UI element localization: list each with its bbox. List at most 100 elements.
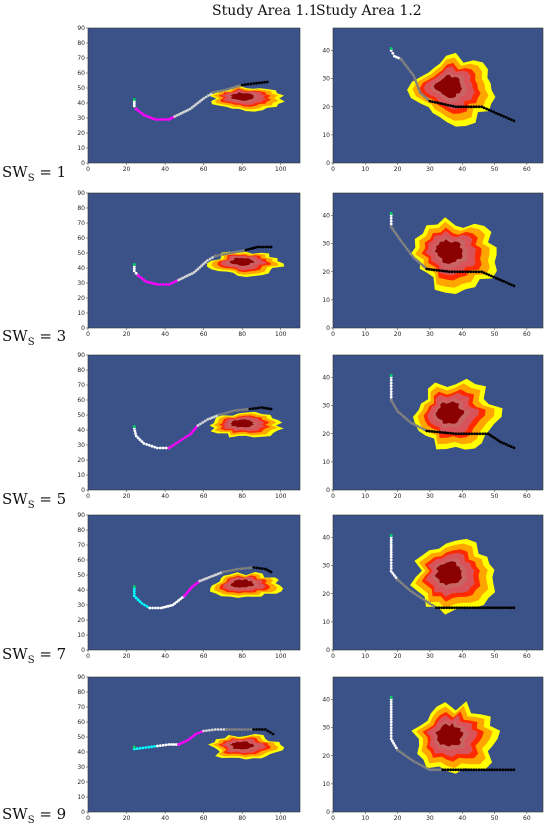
path-point xyxy=(417,595,421,598)
path-point xyxy=(477,105,481,109)
path-point xyxy=(170,282,173,285)
path-point xyxy=(205,576,209,580)
path-point xyxy=(244,566,248,570)
path-point xyxy=(209,92,213,96)
path-point xyxy=(446,103,450,107)
path-point xyxy=(486,432,490,436)
path-point xyxy=(242,567,245,570)
path-point xyxy=(389,225,393,229)
path-point xyxy=(238,408,242,412)
plot-frame xyxy=(87,676,301,813)
path-point xyxy=(159,118,163,121)
path-point xyxy=(477,768,481,772)
path-point xyxy=(233,409,236,412)
path-point xyxy=(389,561,393,565)
path-point xyxy=(164,743,168,747)
path-point xyxy=(190,585,194,589)
path-point xyxy=(251,407,255,410)
row-label-sws-7: SWS = 7 xyxy=(2,645,67,666)
path-point xyxy=(222,88,226,92)
path-point xyxy=(413,76,417,80)
y-tick-label: 0 xyxy=(326,160,330,167)
y-tick-label: 50 xyxy=(77,572,85,579)
path-point xyxy=(466,606,469,610)
path-point xyxy=(409,421,412,424)
path-point xyxy=(398,411,401,415)
y-tick-label: 10 xyxy=(77,310,85,317)
path-point xyxy=(266,729,270,733)
path-point xyxy=(419,262,423,266)
path-point xyxy=(430,430,434,433)
path-point xyxy=(454,105,458,109)
path-point xyxy=(190,735,194,739)
path-point xyxy=(218,253,222,257)
path-point xyxy=(249,82,253,86)
y-tick-label: 40 xyxy=(77,749,85,756)
path-point xyxy=(482,271,486,275)
path-point xyxy=(258,566,261,570)
path-point xyxy=(433,430,436,434)
x-tick-label: 20 xyxy=(394,815,402,822)
path-point xyxy=(512,446,516,450)
x-tick-label: 60 xyxy=(200,815,208,822)
path-point xyxy=(200,578,204,582)
path-point xyxy=(396,748,399,752)
plot-frame xyxy=(332,192,544,329)
path-point xyxy=(164,118,168,121)
path-point xyxy=(494,111,498,115)
x-tick-label: 60 xyxy=(200,653,208,660)
path-point xyxy=(422,94,426,98)
y-tick-label: 80 xyxy=(77,527,85,534)
column-title-study-area-1-1: Study Area 1.1 xyxy=(212,3,318,19)
y-tick-label: 40 xyxy=(322,375,330,382)
path-point xyxy=(188,737,192,740)
path-point xyxy=(504,606,508,610)
path-point xyxy=(132,104,136,108)
path-point xyxy=(177,278,180,282)
path-point xyxy=(442,269,446,273)
path-point xyxy=(210,416,214,420)
path-point xyxy=(389,553,393,557)
path-point xyxy=(423,428,426,432)
path-point xyxy=(481,606,485,610)
path-point xyxy=(407,68,411,71)
path-point xyxy=(435,268,439,272)
path-point xyxy=(389,558,393,562)
path-point xyxy=(202,262,205,266)
y-tick-label: 0 xyxy=(326,647,330,654)
path-point xyxy=(407,250,411,253)
path-point xyxy=(247,566,251,570)
path-point xyxy=(217,413,221,417)
path-point xyxy=(156,118,160,121)
path-point xyxy=(143,603,146,607)
path-point xyxy=(161,283,165,286)
y-tick-label: 30 xyxy=(322,725,330,732)
x-tick-label: 20 xyxy=(123,653,131,660)
path-point xyxy=(238,84,242,88)
x-tick-label: 20 xyxy=(123,493,131,500)
x-tick-label: 20 xyxy=(123,166,131,173)
y-tick-label: 0 xyxy=(81,647,85,654)
path-point xyxy=(161,446,165,450)
path-point xyxy=(402,243,406,247)
path-point xyxy=(389,545,393,549)
path-point xyxy=(417,86,420,90)
fire-region xyxy=(410,217,497,294)
path-point xyxy=(170,743,173,746)
y-tick-label: 0 xyxy=(326,809,330,816)
path-point xyxy=(142,113,146,117)
path-point xyxy=(133,429,137,433)
fire-region xyxy=(209,411,284,438)
path-point xyxy=(399,413,403,416)
path-point xyxy=(424,599,427,603)
path-point xyxy=(134,434,138,438)
path-point xyxy=(196,424,200,427)
path-point xyxy=(211,256,214,259)
path-point xyxy=(507,117,511,120)
path-point xyxy=(389,378,393,382)
x-tick-label: 10 xyxy=(361,166,369,173)
path-point xyxy=(192,104,196,108)
path-point xyxy=(164,446,168,450)
path-point xyxy=(454,432,458,436)
path-point xyxy=(389,387,393,391)
